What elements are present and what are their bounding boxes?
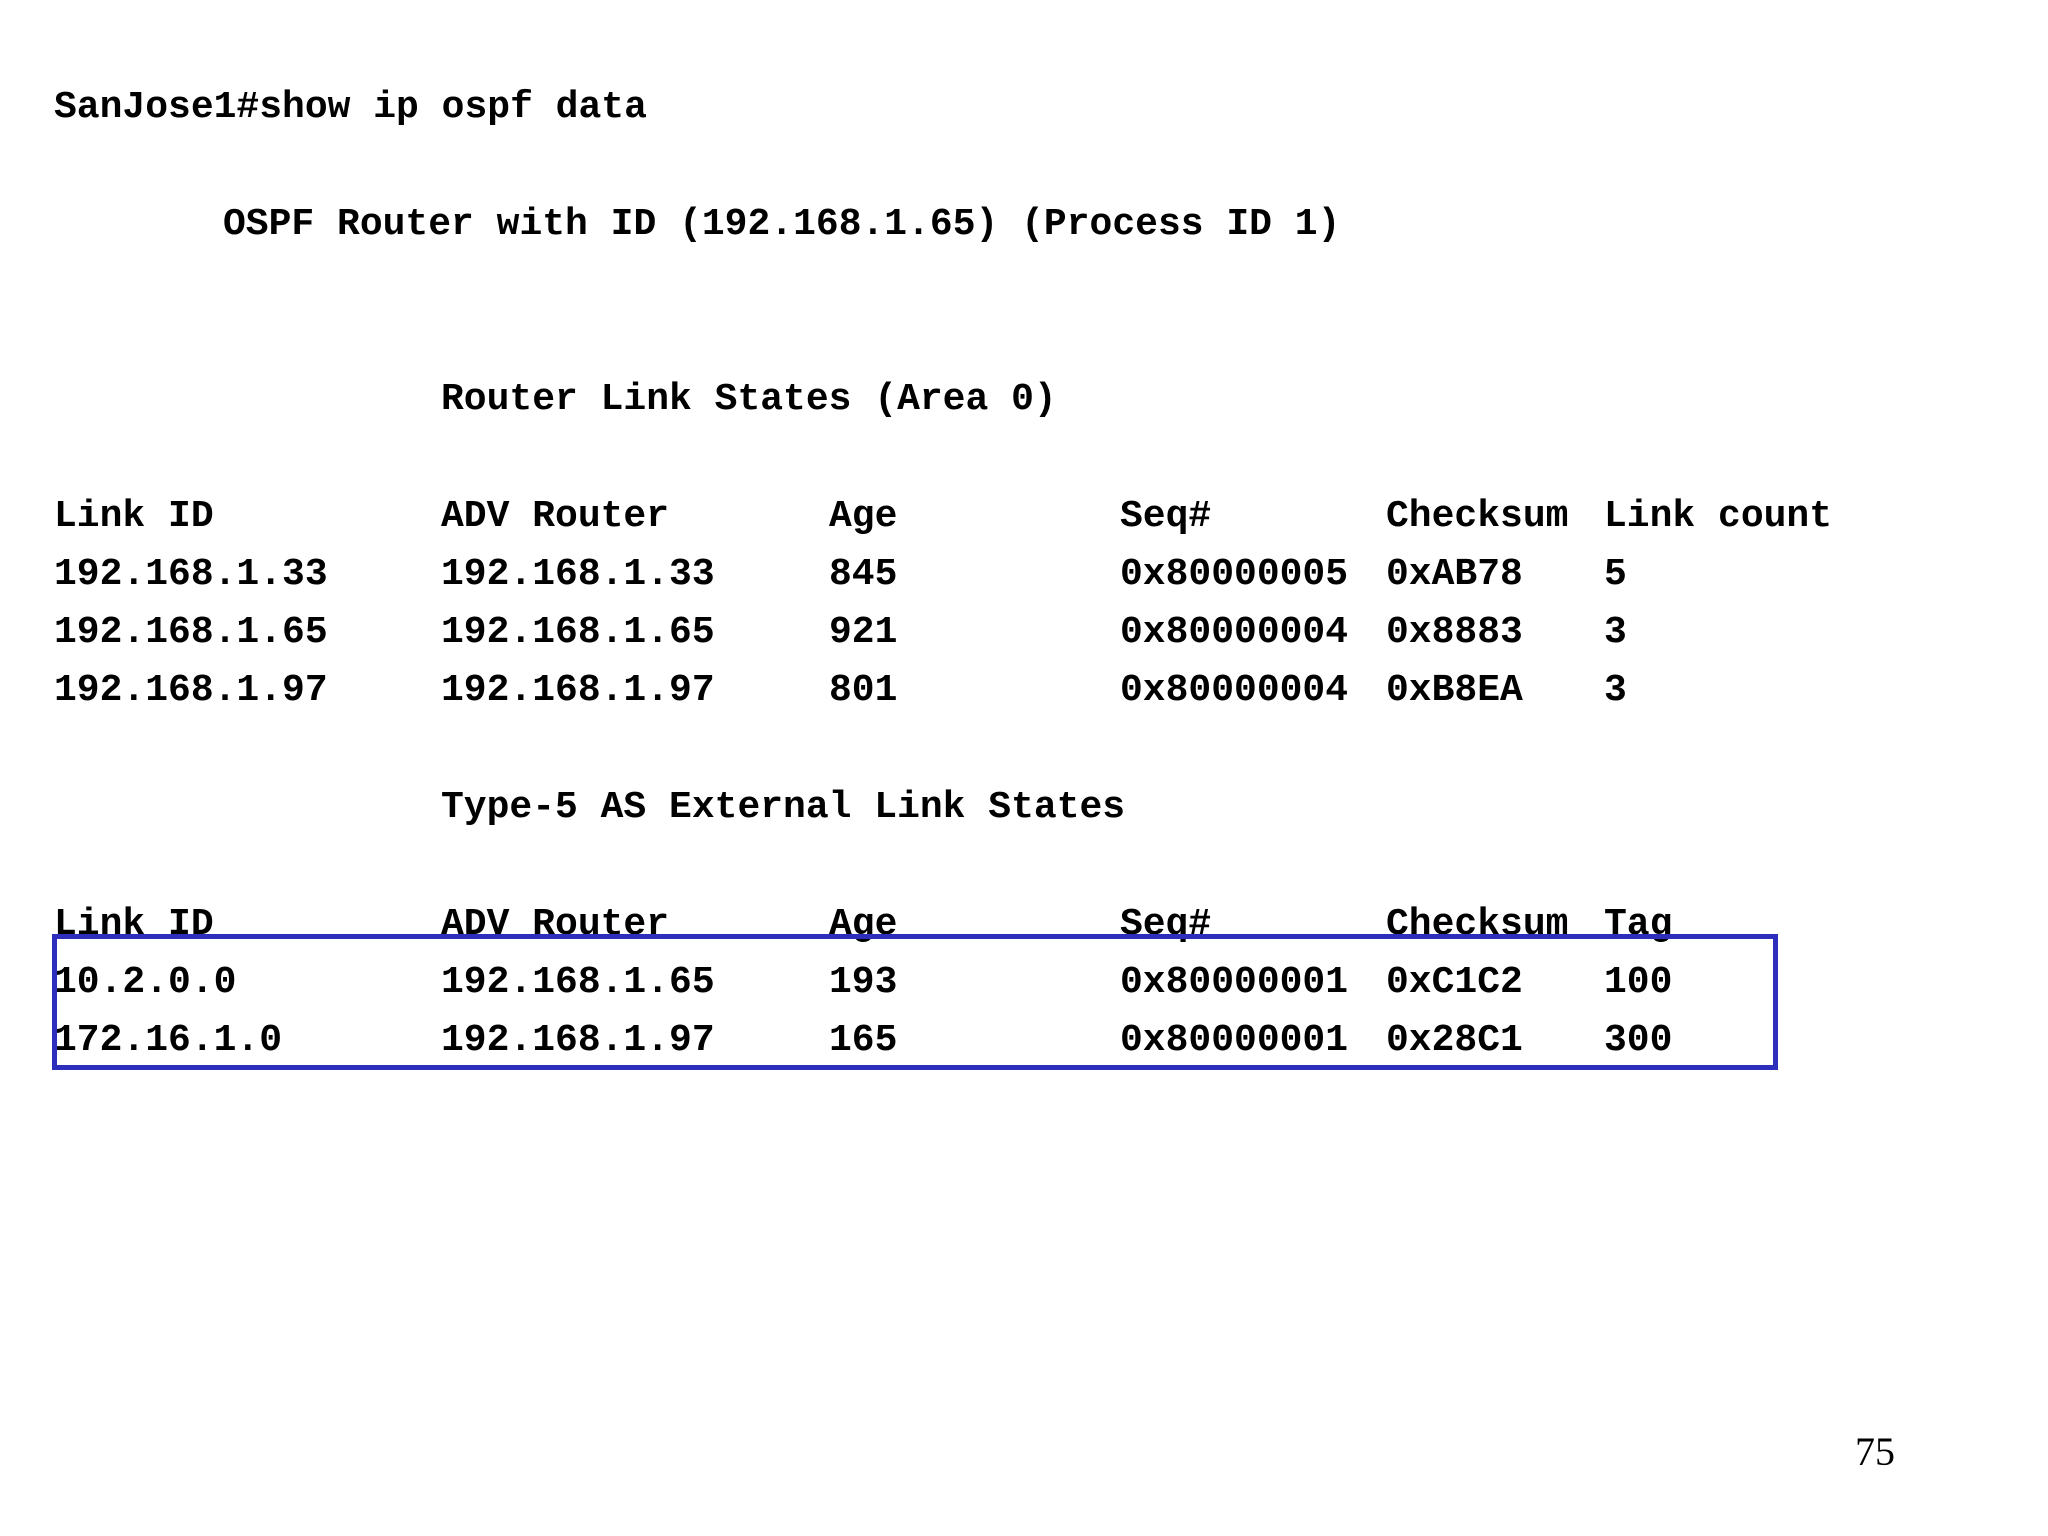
cell-adv-router: 192.168.1.97 — [441, 669, 715, 712]
page-number: 75 — [1855, 1429, 1895, 1474]
cell-tag: 300 — [1604, 1019, 1673, 1062]
cell-seq: 0x80000004 — [1120, 669, 1349, 712]
cell-seq: 0x80000001 — [1120, 1019, 1349, 1062]
column-header-checksum: Checksum — [1386, 495, 1569, 538]
cell-age: 921 — [829, 611, 898, 654]
cell-checksum: 0x28C1 — [1386, 1019, 1523, 1062]
cell-link-id: 172.16.1.0 — [54, 1019, 283, 1062]
cell-adv-router: 192.168.1.97 — [441, 1019, 715, 1062]
column-header-link-id: Link ID — [54, 495, 214, 538]
cell-adv-router: 192.168.1.33 — [441, 553, 715, 596]
cell-age: 801 — [829, 669, 898, 712]
cell-age: 845 — [829, 553, 898, 596]
cell-adv-router: 192.168.1.65 — [441, 961, 715, 1004]
cell-age: 193 — [829, 961, 898, 1004]
cell-checksum: 0xAB78 — [1386, 553, 1523, 596]
cell-seq: 0x80000004 — [1120, 611, 1349, 654]
cell-tag: 100 — [1604, 961, 1673, 1004]
cell-checksum: 0x8883 — [1386, 611, 1523, 654]
column-header-age: Age — [829, 495, 898, 538]
router-section-title: Router Link States (Area 0) — [441, 378, 1057, 421]
cell-link-id: 192.168.1.97 — [54, 669, 328, 712]
cell-seq: 0x80000005 — [1120, 553, 1349, 596]
cell-link-count: 3 — [1604, 669, 1627, 712]
external-section-title: Type-5 AS External Link States — [441, 786, 1126, 829]
cell-checksum: 0xC1C2 — [1386, 961, 1523, 1004]
highlight-box — [52, 934, 1778, 1070]
cell-link-id: 192.168.1.65 — [54, 611, 328, 654]
command-line: SanJose1#show ip ospf data — [54, 86, 647, 129]
column-header-seq: Seq# — [1120, 495, 1212, 538]
column-header-adv-router: ADV Router — [441, 495, 670, 538]
cell-seq: 0x80000001 — [1120, 961, 1349, 1004]
cell-adv-router: 192.168.1.65 — [441, 611, 715, 654]
column-header-link-count: Link count — [1604, 495, 1833, 538]
cell-age: 165 — [829, 1019, 898, 1062]
cell-link-count: 3 — [1604, 611, 1627, 654]
cell-link-count: 5 — [1604, 553, 1627, 596]
cell-checksum: 0xB8EA — [1386, 669, 1523, 712]
cell-link-id: 10.2.0.0 — [54, 961, 237, 1004]
cell-link-id: 192.168.1.33 — [54, 553, 328, 596]
router-header: OSPF Router with ID (192.168.1.65) (Proc… — [223, 203, 1341, 246]
